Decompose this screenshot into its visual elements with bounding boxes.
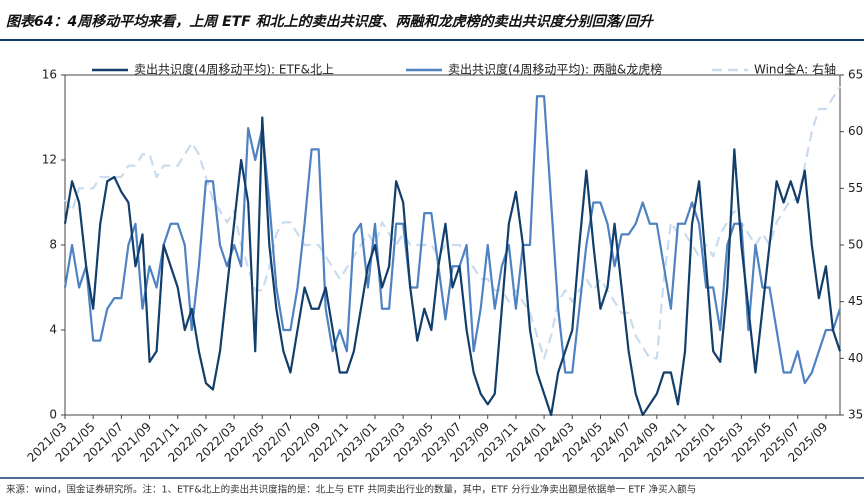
y-tick-label: 4 — [49, 323, 57, 337]
y2-tick-label: 35 — [848, 408, 863, 422]
series-line — [64, 85, 841, 360]
legend-label: Wind全A: 右轴 — [754, 62, 836, 77]
chart-title: 图表64：4周移动平均来看，上周 ETF 和北上的卖出共识度、两融和龙虎榜的卖出… — [6, 13, 655, 30]
y2-tick-label: 40 — [848, 351, 863, 365]
legend-label: 卖出共识度(4周移动平均): 两融&龙虎榜 — [448, 62, 662, 77]
y2-tick-label: 60 — [848, 124, 863, 138]
y2-tick-label: 45 — [848, 294, 863, 308]
y2-tick-label: 65 — [848, 68, 863, 82]
legend-label: 卖出共识度(4周移动平均): ETF&北上 — [134, 62, 334, 77]
y2-tick-label: 50 — [848, 238, 863, 252]
y-tick-label: 8 — [49, 238, 57, 252]
y2-tick-label: 55 — [848, 181, 863, 195]
y-tick-label: 16 — [42, 68, 57, 82]
y-tick-label: 12 — [42, 153, 57, 167]
series-line — [63, 116, 842, 417]
series-line — [63, 95, 842, 385]
y-tick-label: 0 — [49, 408, 57, 422]
source-note: 来源：wind，国金证券研究所。注：1、ETF&北上的卖出共识度指的是：北上与 … — [6, 484, 696, 496]
